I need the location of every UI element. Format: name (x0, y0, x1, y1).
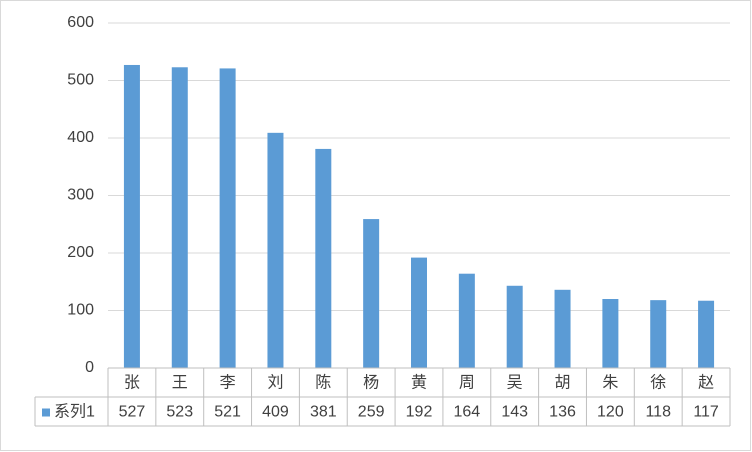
x-tick-label: 陈 (315, 374, 331, 392)
table-value: 192 (406, 404, 433, 421)
bar (411, 257, 427, 368)
bar (219, 68, 236, 369)
bar (506, 285, 523, 368)
x-tick-label: 刘 (267, 374, 283, 392)
bar (123, 64, 140, 368)
table-value: 164 (453, 404, 480, 421)
table-value: 259 (358, 404, 385, 421)
legend-swatch (42, 408, 50, 417)
bar (315, 148, 332, 368)
x-tick-label: 杨 (363, 374, 379, 392)
x-tick-label: 周 (459, 375, 475, 392)
x-tick-label: 张 (124, 374, 140, 392)
table-value: 143 (501, 404, 528, 421)
y-tick-label: 0 (85, 359, 94, 376)
x-tick-label: 徐 (650, 374, 666, 392)
table-value: 120 (597, 404, 624, 421)
y-tick-label: 400 (67, 129, 94, 146)
table-value: 136 (549, 404, 576, 421)
x-tick-label: 朱 (602, 374, 618, 392)
y-tick-label: 100 (67, 302, 94, 319)
x-tick-label: 吴 (507, 375, 523, 392)
bar (602, 299, 619, 368)
bar (458, 273, 475, 368)
table-value: 409 (262, 404, 289, 421)
x-tick-label: 胡 (555, 374, 571, 392)
bar (363, 219, 380, 368)
y-tick-label: 300 (67, 187, 94, 204)
y-tick-label: 200 (67, 244, 94, 261)
bar (267, 132, 284, 368)
bar (554, 289, 571, 368)
legend-label: 系列1 (54, 403, 95, 421)
y-tick-label: 600 (67, 14, 94, 31)
x-tick-label: 李 (220, 374, 236, 392)
table-value: 527 (119, 404, 146, 421)
bar (698, 300, 715, 368)
y-tick-label: 500 (67, 72, 94, 89)
x-tick-label: 王 (172, 375, 188, 392)
bar (171, 67, 188, 369)
table-value: 523 (166, 404, 193, 421)
table-value: 381 (310, 404, 337, 421)
bar (650, 300, 667, 368)
x-tick-label: 赵 (698, 374, 714, 392)
table-value: 117 (693, 404, 719, 421)
x-tick-label: 黄 (411, 374, 427, 392)
table-value: 118 (645, 404, 671, 421)
table-value: 521 (214, 404, 241, 421)
